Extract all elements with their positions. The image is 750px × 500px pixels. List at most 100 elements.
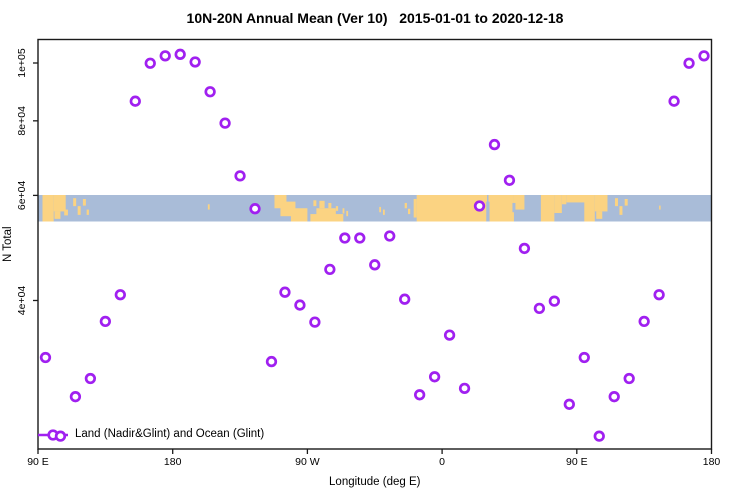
map-band-land [77,206,81,215]
map-band-land [54,211,61,219]
data-point-45w [369,259,381,271]
data-point-35e [488,138,501,151]
data-point-125e [84,372,97,385]
map-band-land [328,202,332,209]
map-band-land [596,211,603,219]
map-band-land [413,198,417,218]
map-band-land [561,195,567,205]
data-point-125e [623,372,635,385]
data-point-75e [548,295,560,307]
x-tick-label: 90 E [27,456,49,468]
map-band-land [619,206,623,215]
x-tick-label: 90 E [566,456,588,468]
data-point-135e [99,315,111,328]
map-band-land [566,195,586,203]
map-band-land [407,208,411,215]
y-tick-label: 4e+04 [16,286,28,316]
data-point-175e [698,50,710,62]
data-point-45e [503,174,516,186]
map-band-land [554,195,562,214]
y-tick-label: 1e+05 [16,48,28,78]
data-point-165w [189,56,201,68]
data-point-55e [518,242,531,255]
data-point-35w [384,230,396,242]
map-band-land [346,210,349,217]
map-band-land [659,205,661,210]
data-point-5w [428,371,441,383]
data-point-95e [39,351,52,364]
data-point-135w [234,170,246,182]
map-band-land [86,209,89,215]
map-band-land [64,209,68,216]
data-point-165e [144,57,156,69]
map-band-land [584,195,595,222]
data-point-145w [219,117,231,129]
map-band-land [73,198,77,207]
data-point-25e [473,200,486,212]
data-point-145e [114,289,126,301]
data-point-115w [265,355,278,368]
data-point-55w [354,232,366,244]
map-band-land [53,195,66,212]
map-band-land [488,195,514,222]
data-point-105e [593,430,605,442]
map-band-land [290,208,308,222]
data-point-95w [294,299,306,311]
map-band-land [382,209,385,215]
map-band-land [513,195,525,210]
plot-border [37,38,713,450]
data-point-65e [533,302,546,315]
map-band-land [594,195,608,212]
y-tick-label: 6e+04 [16,180,28,210]
map-band-land [319,200,325,209]
data-point-165e [683,57,695,69]
data-point-155e [129,95,141,107]
data-point-95e [578,351,590,364]
data-point-85w [309,316,321,328]
data-point-65w [339,232,351,244]
data-point-75w [324,263,336,276]
data-point-5e [443,329,456,341]
chart-title: 10N-20N Annual Mean (Ver 10) 2015-01-01 … [186,10,564,26]
x-tick-label: 90 W [295,456,320,468]
map-band-land [540,195,555,222]
map-band-land [207,204,210,210]
data-point-15w [414,389,426,401]
map-band-land [342,208,345,214]
data-point-115e [608,391,620,403]
map-band-land [624,198,628,206]
map-band-land [82,198,86,206]
data-point-85e [563,398,575,410]
map-band-land [379,206,382,213]
legend-label: Land (Nadir&Glint) and Ocean (Glint) [75,428,265,440]
map-band-land [42,195,54,222]
x-axis-label: Longitude (deg E) [329,476,421,488]
map-band-land [313,200,317,207]
x-tick-label: 0 [439,456,445,468]
data-point-125w [249,203,261,215]
data-point-145e [653,289,665,301]
data-point-105w [279,286,291,298]
data-point-15e [458,382,471,394]
map-band-land [316,208,336,222]
data-point-175e [159,50,171,62]
data-point-25w [399,293,411,305]
y-tick-label: 8e+04 [16,106,28,136]
data-point-135e [638,315,650,328]
map-band-ocean-cut [486,201,490,222]
data-point-105e [54,430,67,442]
y-axis-label: N Total [2,226,14,262]
map-band-ocean [38,195,712,222]
map-band-land [335,206,339,211]
data-point-175w [174,48,186,60]
x-tick-label: 180 [703,456,721,468]
data-point-155w [204,86,216,98]
map-band-land [404,202,407,209]
map-band-ocean-cut [512,202,516,213]
data-point-115e [69,391,82,403]
data-point-155e [668,95,680,107]
map-band-land [614,198,618,207]
x-tick-label: 180 [164,456,182,468]
